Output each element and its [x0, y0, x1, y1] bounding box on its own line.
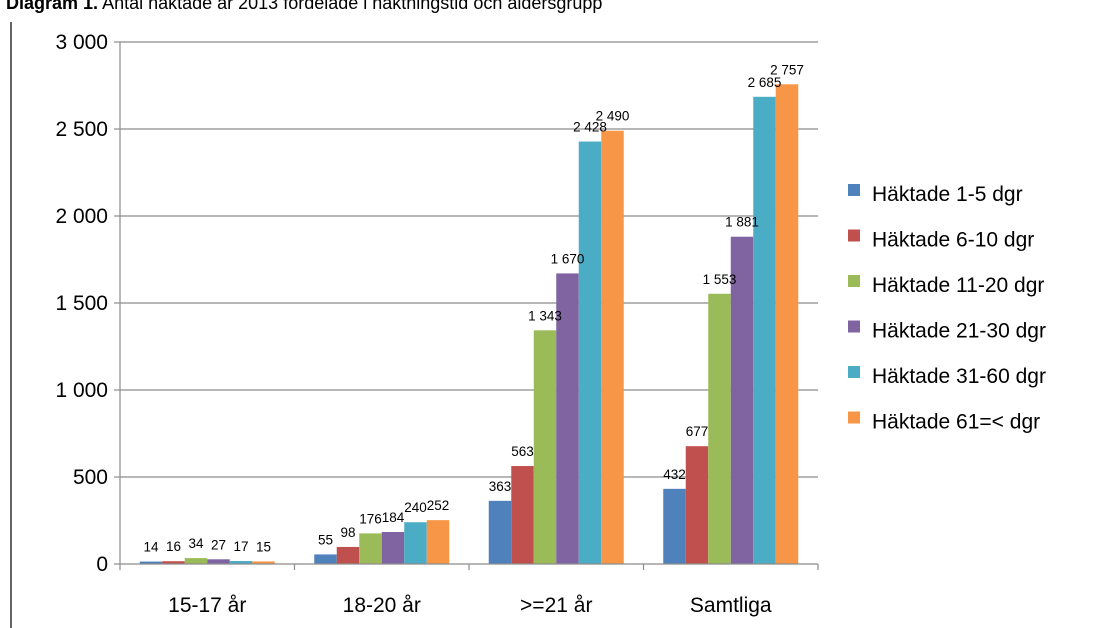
- data-label: 1 553: [703, 272, 737, 287]
- data-label: 176: [359, 511, 382, 526]
- bar: [426, 520, 450, 564]
- bar: [184, 558, 208, 564]
- data-label: 2 757: [770, 62, 804, 77]
- bar: [708, 293, 731, 564]
- legend-swatch: [848, 184, 860, 196]
- bar: [730, 236, 754, 564]
- x-category-label: >=21 år: [520, 594, 592, 617]
- y-tick-label: 1 000: [55, 379, 108, 402]
- legend-label: Häktade 21-30 dgr: [872, 320, 1046, 343]
- data-label: 1 343: [528, 308, 562, 323]
- x-category-label: 18-20 år: [343, 594, 421, 617]
- legend-swatch: [848, 366, 860, 378]
- y-tick-label: 1 500: [55, 292, 108, 315]
- data-label: 1 881: [725, 215, 759, 230]
- chart-caption: Diagram 1. Antal häktade år 2013 fördela…: [6, 0, 602, 14]
- data-label: 2 685: [748, 75, 782, 90]
- bar: [685, 446, 709, 564]
- legend-label: Häktade 6-10 dgr: [872, 229, 1034, 252]
- legend-label: Häktade 1-5 dgr: [872, 183, 1023, 206]
- bar: [556, 273, 579, 564]
- bar: [488, 500, 512, 564]
- x-category-label: Samtliga: [690, 594, 772, 617]
- caption-number: Diagram 1.: [6, 0, 99, 13]
- data-label: 15: [256, 539, 271, 554]
- y-tick-label: 2 000: [55, 205, 108, 228]
- data-label: 98: [340, 525, 355, 540]
- data-label: 1 670: [551, 251, 585, 266]
- bar: [162, 561, 185, 564]
- bar: [533, 330, 557, 564]
- bar: [404, 522, 427, 564]
- chart-frame-left: [10, 22, 12, 628]
- data-label: 2 490: [596, 109, 630, 124]
- caption-text: Antal häktade år 2013 fördelade i häktni…: [102, 0, 603, 13]
- x-category-label: 15-17 år: [168, 594, 246, 617]
- legend-swatch: [848, 320, 860, 333]
- bar: [314, 554, 337, 564]
- y-tick-label: 2 500: [55, 118, 108, 141]
- bars: [139, 84, 799, 565]
- bar: [207, 559, 230, 564]
- legend-label: Häktade 11-20 dgr: [872, 274, 1044, 297]
- y-axis: 0 500 1 000 1 500 2 000 2 500 3 000: [55, 31, 121, 576]
- data-label: 14: [143, 540, 159, 555]
- data-label: 2 428: [573, 120, 607, 135]
- bar: [336, 546, 360, 564]
- data-label: 677: [686, 424, 709, 439]
- data-label: 34: [188, 536, 204, 551]
- data-label: 252: [427, 498, 450, 513]
- bar: [663, 488, 686, 564]
- data-label: 55: [318, 532, 333, 547]
- data-label: 184: [382, 510, 405, 525]
- data-label: 17: [233, 539, 248, 554]
- bar: [359, 533, 382, 564]
- bar: [139, 561, 163, 564]
- bar: [775, 84, 799, 565]
- bar: [601, 130, 624, 565]
- y-tick-label: 500: [73, 466, 108, 489]
- x-axis: 15-17 år 18-20 år >=21 år Samtliga: [119, 563, 819, 617]
- bar: [381, 531, 405, 564]
- data-label: 563: [511, 444, 534, 459]
- data-label: 27: [211, 537, 226, 552]
- data-label: 432: [663, 467, 686, 482]
- legend: Häktade 1-5 dgr Häktade 6-10 dgr Häktade 1…: [848, 183, 1046, 434]
- legend-swatch: [848, 229, 860, 242]
- y-tick-label: 3 000: [55, 31, 108, 54]
- bar: [578, 141, 602, 564]
- bar: [252, 561, 275, 564]
- bar: [511, 466, 534, 564]
- legend-swatch: [848, 275, 860, 287]
- data-label: 16: [166, 539, 181, 554]
- y-tick-label: 0: [96, 553, 108, 576]
- legend-label: Häktade 61=< dgr: [872, 411, 1040, 434]
- legend-label: Häktade 31-60 dgr: [872, 365, 1046, 388]
- bar: [229, 561, 253, 564]
- legend-swatch: [848, 411, 860, 424]
- data-label: 240: [404, 500, 427, 515]
- data-label: 363: [489, 479, 512, 494]
- bar: [753, 96, 776, 564]
